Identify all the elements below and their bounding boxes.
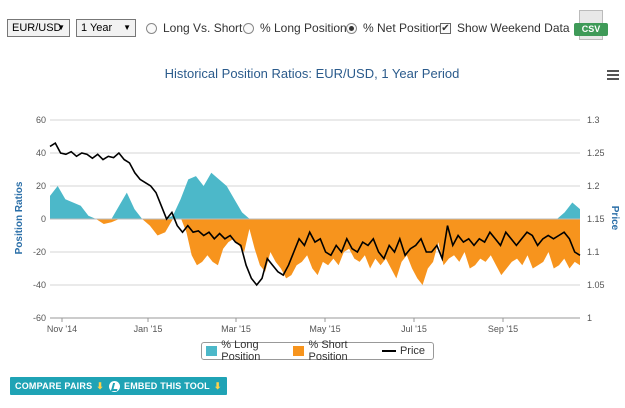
compare-pairs-button[interactable]: COMPARE PAIRS ⬇ — [10, 377, 110, 395]
y2-tick-label: 1.25 — [587, 148, 605, 158]
x-tick-label: Jul '15 — [401, 324, 427, 334]
period-select[interactable]: 1 Year ▼ — [76, 19, 136, 37]
csv-label: CSV — [574, 23, 608, 36]
price-line — [49, 141, 581, 287]
y-tick-label: -60 — [33, 313, 46, 323]
embed-icon — [109, 380, 120, 392]
legend-price-label: Price — [399, 345, 425, 357]
x-tick-label: May '15 — [309, 324, 340, 334]
radio-button[interactable] — [146, 22, 157, 34]
position-ratio-chart: Historical Position Ratios: EUR/USD, 1 Y… — [0, 56, 625, 366]
legend-long-label: % Long Position — [221, 339, 261, 363]
legend-long[interactable]: % Long Position — [206, 339, 285, 363]
legend-line-price — [381, 350, 396, 352]
pair-select-value: EUR/USD — [12, 22, 62, 34]
option-label: % Net Position — [363, 21, 442, 35]
y-tick-label: 40 — [36, 148, 46, 158]
y-tick-label: 20 — [36, 181, 46, 191]
embed-tool-button[interactable]: EMBED THIS TOOL ⬇ — [104, 377, 227, 395]
y2-tick-label: 1.15 — [587, 214, 605, 224]
x-tick-label: Mar '15 — [221, 324, 251, 334]
pair-select[interactable]: EUR/USD ▼ — [7, 19, 70, 37]
weekend-label: Show Weekend Data — [457, 21, 570, 35]
y2-tick-label: 1 — [587, 313, 592, 323]
embed-tool-label: EMBED THIS TOOL — [124, 381, 210, 391]
download-arrow-icon: ⬇ — [213, 380, 222, 391]
long-vs-short-option[interactable]: Long Vs. Short — [146, 19, 242, 37]
legend-swatch-short — [293, 346, 305, 356]
toolbar: EUR/USD ▼ 1 Year ▼ Long Vs. Short % Long… — [0, 0, 625, 56]
y2-tick-label: 1.05 — [587, 280, 605, 290]
download-arrow-icon: ⬇ — [96, 380, 105, 391]
y-tick-label: 60 — [36, 115, 46, 125]
y2-tick-label: 1.3 — [587, 115, 600, 125]
weekend-data-option[interactable]: ✔ Show Weekend Data — [440, 19, 570, 37]
weekend-checkbox[interactable]: ✔ — [440, 22, 451, 34]
x-tick-label: Nov '14 — [47, 324, 77, 334]
option-label: Long Vs. Short — [163, 21, 243, 35]
y-axis-label: Position Ratios — [14, 181, 25, 254]
legend-price[interactable]: Price — [381, 345, 425, 357]
y-tick-label: -40 — [33, 280, 46, 290]
compare-pairs-label: COMPARE PAIRS — [15, 381, 93, 391]
x-tick-label: Jan '15 — [134, 324, 163, 334]
radio-button[interactable] — [243, 22, 254, 34]
y2-tick-label: 1.2 — [587, 181, 600, 191]
menu-icon[interactable] — [607, 70, 619, 80]
long-position-area — [50, 172, 580, 219]
long-position-option[interactable]: % Long Position — [243, 19, 347, 37]
csv-download-button[interactable]: CSV — [574, 10, 608, 44]
legend-short[interactable]: % Short Position — [293, 339, 374, 363]
chart-legend: % Long Position % Short Position Price — [201, 339, 434, 363]
short-position-area-early — [50, 219, 580, 236]
chevron-down-icon: ▼ — [123, 23, 131, 32]
chevron-down-icon: ▼ — [57, 23, 65, 32]
y2-axis-label: Price — [609, 206, 620, 231]
y-tick-label: 0 — [41, 214, 46, 224]
legend-swatch-long — [206, 346, 218, 356]
y2-tick-label: 1.1 — [587, 247, 600, 257]
legend-short-label: % Short Position — [308, 339, 348, 363]
period-select-value: 1 Year — [81, 22, 113, 34]
option-label: % Long Position — [260, 21, 347, 35]
short-position-area — [50, 219, 580, 285]
radio-button-selected[interactable] — [346, 22, 357, 34]
chart-title: Historical Position Ratios: EUR/USD, 1 Y… — [165, 66, 460, 81]
y-tick-label: -20 — [33, 247, 46, 257]
x-tick-label: Sep '15 — [488, 324, 518, 334]
chart-canvas: Historical Position Ratios: EUR/USD, 1 Y… — [14, 66, 620, 334]
net-position-option[interactable]: % Net Position — [346, 19, 442, 37]
